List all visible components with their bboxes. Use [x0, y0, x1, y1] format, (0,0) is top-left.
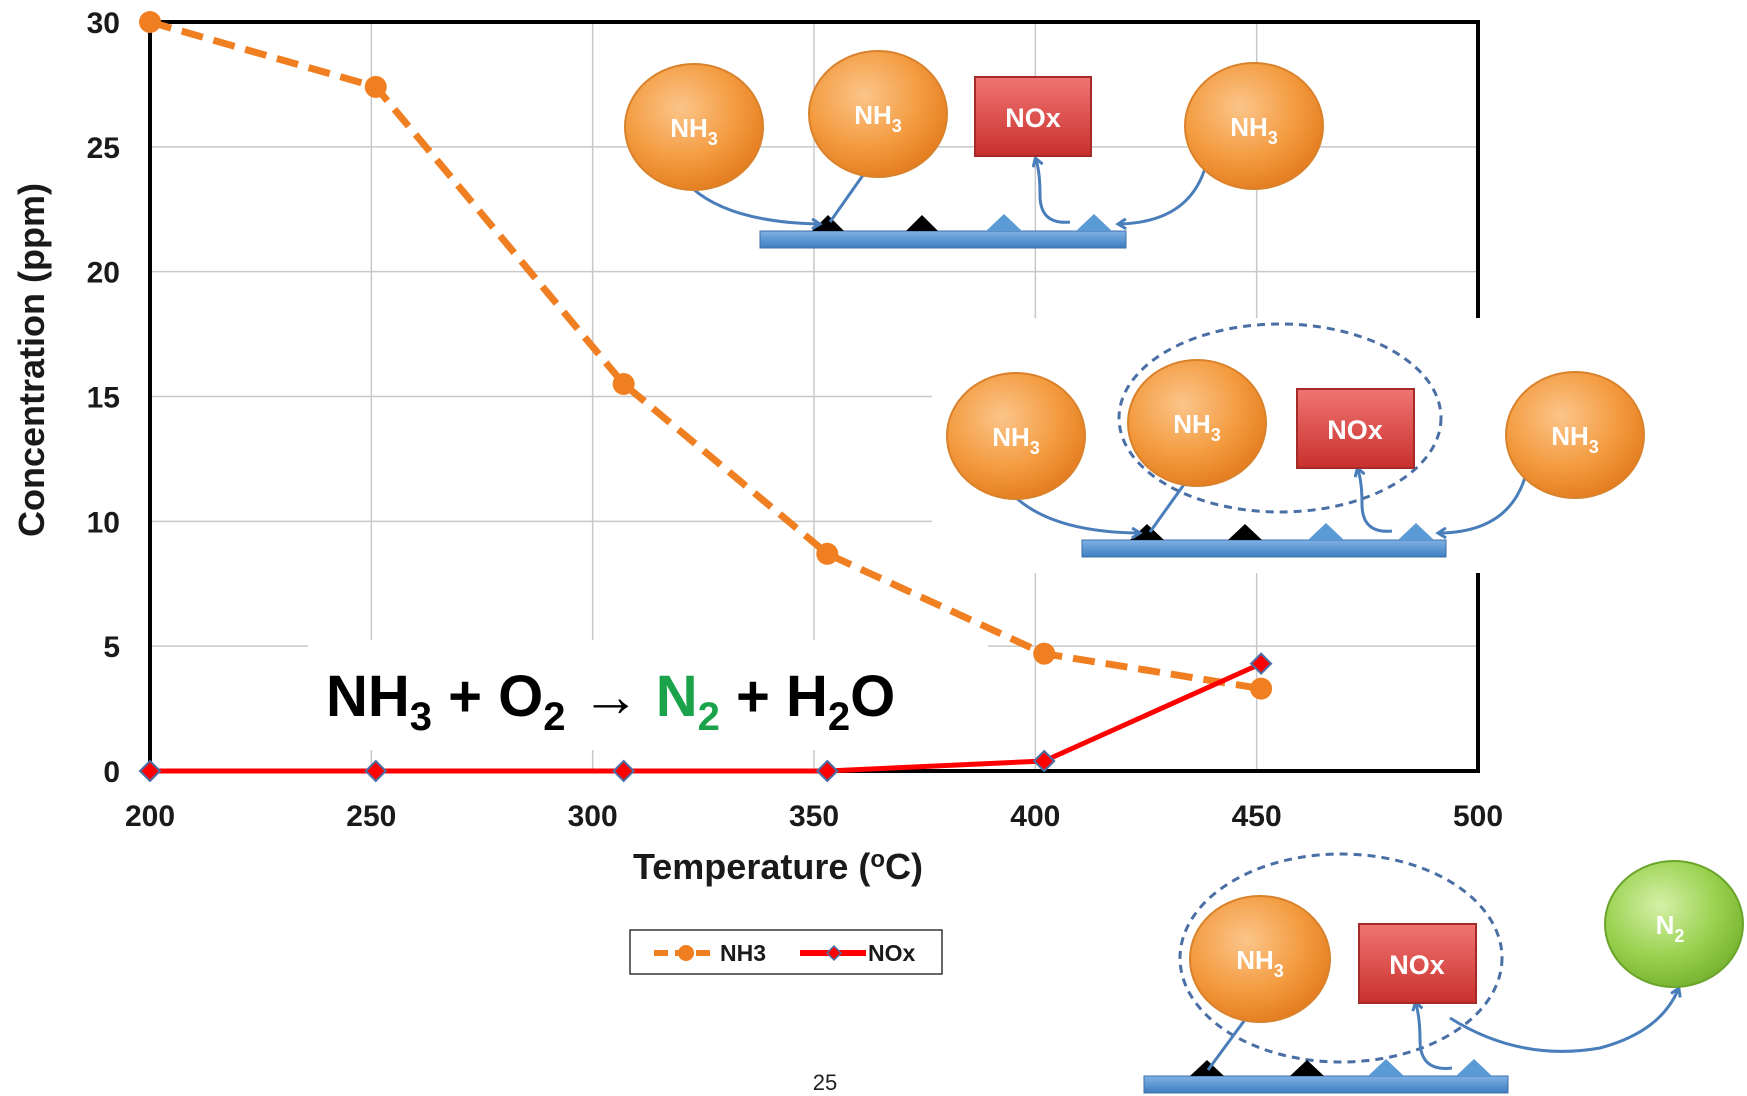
legend-nh3-label: NH3 [720, 940, 766, 966]
catalyst-surface [759, 230, 1127, 249]
nh3-label: NH3 [1551, 421, 1599, 457]
redox-site-icon [1398, 523, 1434, 540]
nh3-label: NH3 [1230, 112, 1278, 148]
x-tick-label: 300 [568, 800, 618, 833]
x-tick-label: 450 [1232, 800, 1282, 833]
nox-box [1358, 923, 1477, 1004]
nh3-label: NH3 [992, 422, 1040, 458]
n2-bubble [1604, 860, 1744, 988]
adsorption-arrow [691, 186, 818, 224]
data-point-nh3 [1250, 677, 1273, 700]
y-tick-label: 25 [87, 132, 120, 165]
series-nox [138, 652, 1273, 783]
x-tick-label: 250 [346, 800, 396, 833]
nh3-label: NH3 [670, 113, 718, 149]
data-point-nh3 [139, 11, 161, 33]
mechanism-diagram-1: NH3 NH3 NOx NH3 [624, 50, 1324, 249]
series-layer [138, 11, 1273, 783]
data-point-nox [612, 759, 636, 783]
y-tick-label: 10 [87, 506, 120, 539]
nh3-label: NH3 [1173, 409, 1221, 445]
x-axis-title: Temperature (oC) [633, 846, 923, 887]
x-tick-label: 500 [1453, 800, 1503, 833]
x-tick-label: 400 [1010, 800, 1060, 833]
nox-box [1296, 388, 1415, 469]
x-tick-label: 350 [789, 800, 839, 833]
nh3-bubble [624, 63, 764, 191]
redox-site-icon [1456, 1059, 1492, 1076]
data-point-nh3 [364, 75, 387, 98]
redox-site-icon [1308, 523, 1344, 540]
n2-label: N2 [1656, 910, 1685, 946]
nox-label: NOx [1327, 415, 1383, 445]
mechanism-diagram-3: NH3 NOx N2 [1143, 852, 1744, 1094]
x-axis-title-tail: C) [885, 846, 923, 887]
equation-backdrop [308, 640, 988, 750]
reaction-equation: NH3 + O2 → N2 + H2O [308, 640, 988, 750]
adsorption-arrow [1440, 473, 1528, 533]
x-tick-label: 200 [125, 800, 175, 833]
nox-box [974, 76, 1092, 157]
y-axis-title: Concentration (ppm) [11, 183, 52, 537]
catalyst-surface [1081, 539, 1447, 558]
adsorption-arrow [1010, 492, 1138, 533]
nh3-bubble [1184, 62, 1324, 190]
reaction-zone-dashed [1178, 852, 1504, 1064]
data-point-nox [1249, 652, 1273, 676]
chart-legend: NH3 NOx [629, 929, 943, 975]
x-axis-title-sup: o [870, 846, 885, 873]
redox-site-icon [1368, 1059, 1404, 1076]
series-line-nh3 [149, 18, 1262, 693]
data-point-nox [364, 759, 388, 783]
redox-site-icon [986, 214, 1022, 231]
acid-site-icon [1190, 1060, 1224, 1076]
desorption-arrow [1358, 470, 1393, 533]
nh3-label: NH3 [1236, 945, 1284, 981]
data-point-nh3 [612, 373, 635, 396]
y-tick-labels: 0 5 10 15 20 25 30 [87, 7, 120, 789]
nh3-bubble [808, 50, 948, 178]
legend-nox-label: NOx [868, 940, 916, 966]
product-arrow [1449, 990, 1678, 1053]
acid-site-icon [1228, 524, 1262, 540]
nox-label: NOx [1389, 950, 1445, 980]
data-point-nox [138, 759, 162, 783]
reaction-zone-dashed [1117, 322, 1443, 514]
legend-nh3-marker [678, 945, 694, 961]
series-line-nox [150, 661, 1263, 774]
y-tick-label: 5 [103, 631, 120, 664]
data-point-nh3 [1033, 642, 1056, 665]
desorption-arrow [1416, 1004, 1453, 1070]
catalyst-surface [1143, 1075, 1509, 1094]
nox-label: NOx [1005, 103, 1061, 133]
desorption-arrow [1036, 160, 1071, 224]
series-nh3 [139, 11, 1273, 700]
x-axis-title-main: Temperature ( [633, 846, 870, 887]
mechanism-diagram-2: NH3 NH3 NOx NH3 [932, 318, 1667, 573]
redox-site-icon [1076, 214, 1112, 231]
acid-site-icon [906, 215, 938, 231]
x-tick-labels: 200 250 300 350 400 450 500 [125, 800, 1503, 833]
equation-text: NH3 + O2 → N2 + H2O [326, 664, 895, 739]
y-tick-label: 30 [87, 7, 120, 40]
page-number: 25 [813, 1070, 837, 1095]
data-point-nox [815, 759, 839, 783]
legend-nox-marker [825, 944, 843, 962]
adsorption-arrow [1120, 164, 1208, 224]
y-tick-label: 15 [87, 382, 120, 415]
y-tick-label: 20 [87, 257, 120, 290]
y-tick-label: 0 [103, 756, 120, 789]
data-point-nh3 [816, 542, 839, 565]
nh3-bubble [1505, 371, 1645, 499]
nh3-bubble [1127, 359, 1267, 487]
data-point-nox [1032, 749, 1056, 773]
nh3-bubble [1189, 895, 1331, 1023]
nh3-label: NH3 [854, 100, 902, 136]
acid-site-icon [1290, 1060, 1324, 1076]
nh3-bubble [946, 372, 1086, 500]
